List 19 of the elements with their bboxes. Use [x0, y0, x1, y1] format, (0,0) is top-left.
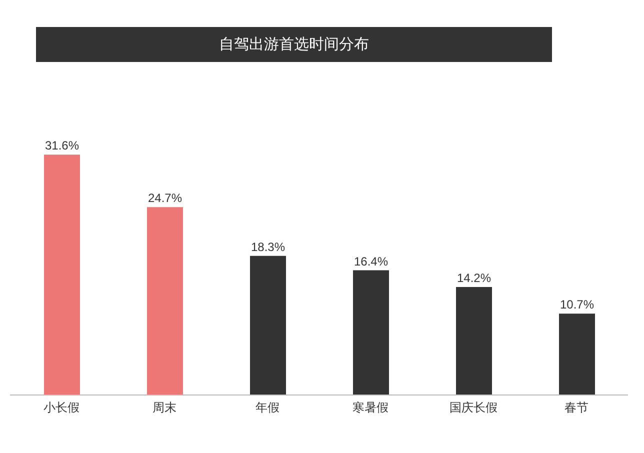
- data-label: 31.6%: [44, 138, 80, 153]
- data-label: 24.7%: [148, 191, 182, 206]
- x-tick-label: 小长假: [44, 400, 80, 415]
- bar: [559, 314, 595, 395]
- bar: [147, 207, 183, 395]
- x-tick-label: 年假: [256, 400, 280, 415]
- data-label: 10.7%: [560, 298, 594, 312]
- bar: [250, 256, 286, 395]
- x-tick-label: 寒暑假: [352, 400, 388, 415]
- bar: [456, 287, 492, 395]
- x-tick-label: 国庆长假: [450, 400, 498, 415]
- bar: [353, 270, 389, 395]
- data-label: 14.2%: [456, 271, 492, 286]
- data-label: 18.3%: [250, 240, 286, 254]
- x-tick-label: 周末: [152, 400, 176, 415]
- chart-title: 自驾出游首选时间分布: [36, 27, 552, 62]
- x-tick-label: 春节: [564, 400, 588, 415]
- data-label: 16.4%: [354, 254, 388, 268]
- bar: [44, 154, 80, 395]
